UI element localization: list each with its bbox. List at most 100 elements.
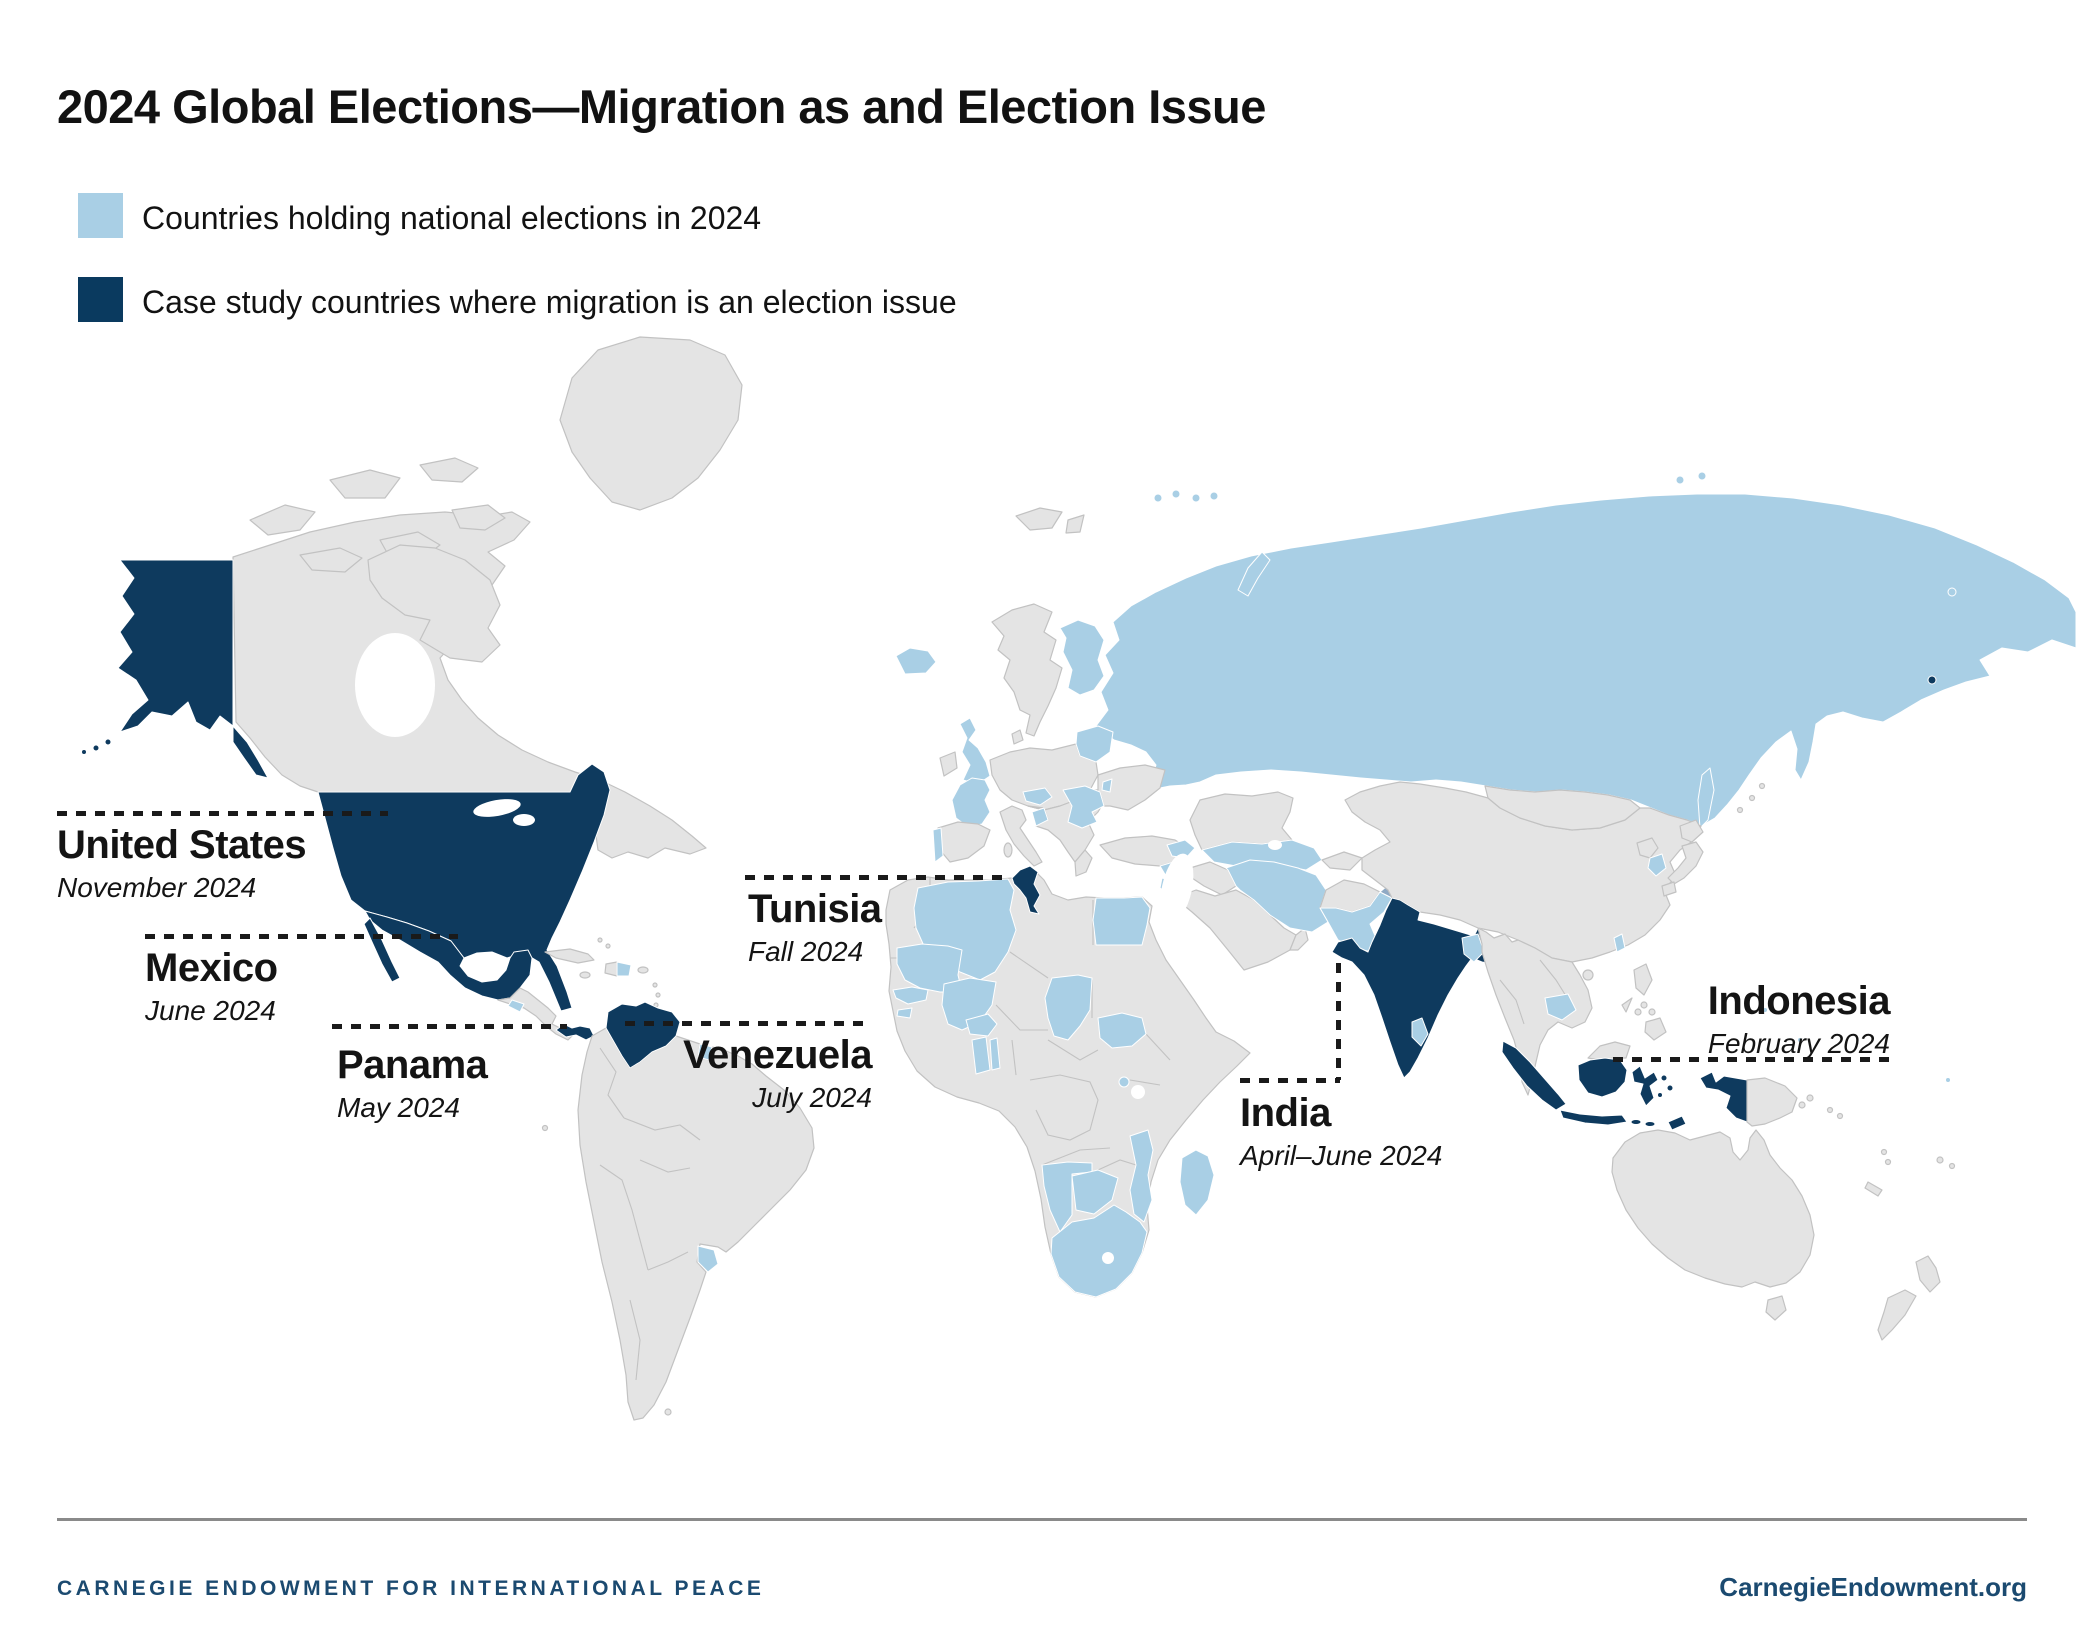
fiji-island [1948,1162,1956,1170]
indonesia-papua [1699,1071,1748,1123]
svalbard-shape [1065,514,1085,534]
pacific-island-blue [1797,1037,1803,1043]
label-indonesia: Indonesia February 2024 [1707,979,1891,1060]
country-border [639,1159,691,1173]
country-border [1539,959,1567,997]
suriname-shape [697,1043,713,1061]
sakhalin-shape [1697,767,1715,829]
indonesia-lesser-sunda [1644,1121,1656,1127]
united-kingdom-shape [959,717,991,785]
country-border [623,1117,701,1141]
aleutian-island [104,738,112,746]
new-zealand-south [1877,1289,1917,1341]
falkland-island [664,1408,672,1416]
croatia-shape [1031,807,1049,827]
new-britain-island [1806,1094,1814,1102]
country-border [1499,979,1525,1025]
country-date: Fall 2024 [748,936,864,967]
philippines-island [1640,1001,1648,1009]
iraq-shape [1189,861,1237,896]
solomon-island [1836,1112,1844,1120]
country-border [629,1299,641,1381]
philippines-island [1648,1008,1656,1016]
senegal-shape [892,986,929,1005]
mexico-shape [364,910,533,1001]
asia-group [1099,781,1766,1096]
baffin-island [367,544,501,663]
caucasus-shape [1166,839,1196,859]
moldova-shape [1101,778,1113,793]
country-date: February 2024 [1707,1028,1890,1059]
indonesia-sumatra [1501,1040,1567,1111]
haiti-shape [604,961,618,977]
country-border [995,1004,1048,1031]
label-united-states: United States November 2024 [57,824,307,904]
franz-josef-island [1191,493,1201,503]
label-tunisia: Tunisia Fall 2024 [748,888,882,968]
alaska-shape [117,559,234,733]
norway-sweden-shape [991,603,1063,737]
new-britain-island [1798,1101,1806,1109]
central-asia-shape [1201,839,1323,871]
antilles-island [655,992,661,998]
leader-venezuela [625,1021,868,1026]
us-pacific-islet [1927,675,1937,685]
romania-bulgaria-shape [1062,785,1105,829]
country-date: November 2024 [57,872,257,903]
antilles-island [652,982,658,988]
bahamas-island [597,937,603,943]
svalbard-shape [1015,507,1063,531]
ghana-shape [971,1036,991,1075]
country-name: India [1240,1091,1331,1135]
country-border [1009,951,1049,979]
lake-victoria [1131,1085,1145,1099]
el-salvador-shape [507,999,525,1013]
togo-shape [989,1037,1001,1071]
denmark-shape [1011,729,1024,745]
bahamas-island [605,943,611,949]
legend-label-elections: Countries holding national elections in … [142,200,762,236]
australia-shape [1611,1129,1815,1288]
franz-josef-island [1209,491,1219,501]
caspian-sea [1160,853,1194,923]
south-america-group [541,1001,815,1421]
pacific-island-blue [1945,1077,1951,1083]
franz-josef-island [1153,493,1163,503]
namibia-shape [1041,1161,1093,1233]
great-lakes [513,814,535,826]
chad-shape [1044,974,1093,1041]
africa-group [885,865,1251,1298]
country-border [647,1251,689,1271]
country-name: Indonesia [1707,979,1891,1023]
greenland-shape [559,336,743,511]
country-border [1145,1033,1171,1061]
country-name: Venezuela [683,1033,872,1077]
page-title: 2024 Global Elections—Migration as and E… [57,80,1266,134]
egypt-shape [1092,896,1151,946]
arctic-island [329,469,401,499]
galapagos-island [541,1124,549,1132]
baltics-belarus-shape [1075,725,1114,763]
puerto-rico-shape [637,966,649,974]
great-lakes [473,799,521,817]
label-panama: Panama May 2024 [337,1044,488,1124]
spain-shape [937,821,991,863]
fiji-island [1936,1156,1944,1164]
arctic-island-blue [1675,475,1685,485]
arctic-island [249,504,316,536]
country-border [1129,1079,1161,1086]
north-korea-shape [1636,837,1659,859]
japan-honshu [1667,841,1704,885]
arctic-island [419,457,479,483]
country-name: Tunisia [748,887,882,931]
venezuela-shape [605,1001,681,1069]
new-caledonia-shape [1864,1181,1883,1197]
legend-swatch-case-study [78,277,123,322]
tasmania-shape [1765,1295,1787,1321]
madagascar-shape [1179,1149,1215,1216]
label-venezuela: Venezuela July 2024 [683,1034,872,1114]
indonesia-timor [1667,1115,1687,1131]
footer-website-link[interactable]: CarnegieEndowment.org [1719,1572,2027,1602]
lesotho-shape [1102,1252,1114,1264]
